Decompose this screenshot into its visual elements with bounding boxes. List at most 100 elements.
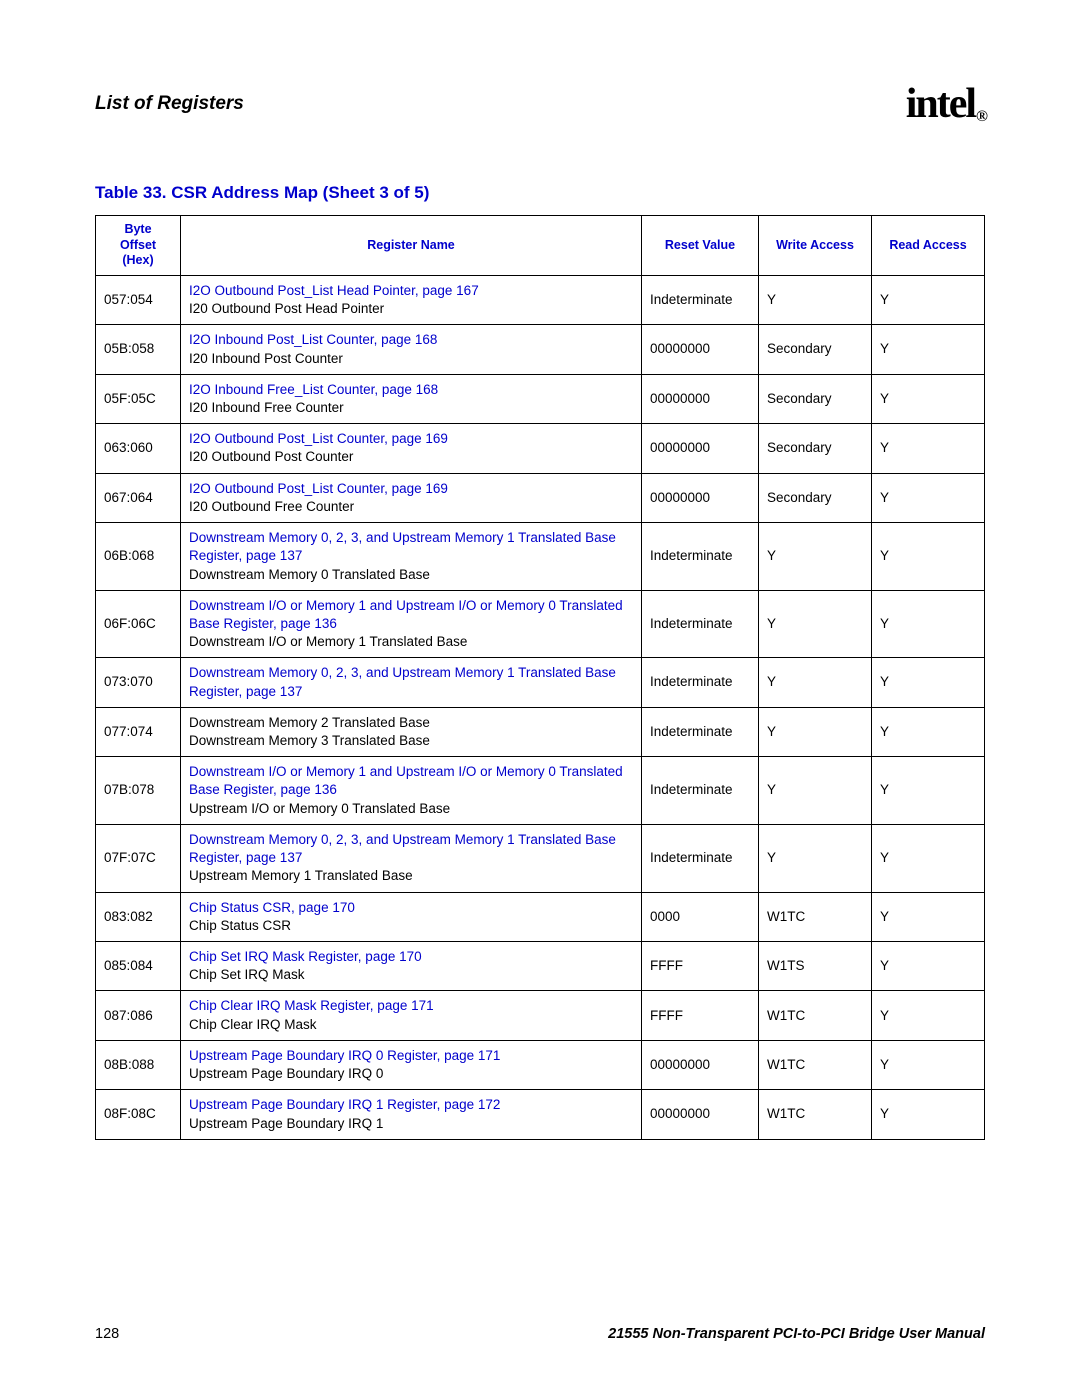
register-link[interactable]: Downstream Memory 0, 2, 3, and Upstream … [189, 530, 616, 563]
cell-offset: 08F:08C [96, 1090, 181, 1139]
cell-write-access: W1TC [759, 1090, 872, 1139]
cell-write-access: Secondary [759, 374, 872, 423]
cell-register-name: I2O Outbound Post_List Counter, page 169… [181, 424, 642, 473]
cell-read-access: Y [872, 275, 985, 324]
cell-offset: 08B:088 [96, 1040, 181, 1089]
register-link[interactable]: Downstream Memory 0, 2, 3, and Upstream … [189, 665, 616, 698]
cell-offset: 07B:078 [96, 757, 181, 825]
cell-register-name: Upstream Page Boundary IRQ 1 Register, p… [181, 1090, 642, 1139]
register-link[interactable]: Chip Set IRQ Mask Register, page 170 [189, 949, 422, 964]
table-row: 057:054I2O Outbound Post_List Head Point… [96, 275, 985, 324]
table-row: 08B:088 Upstream Page Boundary IRQ 0 Regi… [96, 1040, 985, 1089]
cell-write-access: Y [759, 707, 872, 756]
cell-read-access: Y [872, 374, 985, 423]
cell-register-name: Chip Status CSR, page 170 Chip Status CSR [181, 892, 642, 941]
cell-offset: 087:086 [96, 991, 181, 1040]
register-subtitle: I20 Outbound Post Head Pointer [189, 301, 384, 316]
register-subtitle: Downstream I/O or Memory 1 Translated Ba… [189, 634, 467, 649]
register-subtitle: I20 Outbound Free Counter [189, 499, 354, 514]
cell-reset-value: 00000000 [642, 1090, 759, 1139]
cell-read-access: Y [872, 824, 985, 892]
register-link[interactable]: Upstream Page Boundary IRQ 1 Register, p… [189, 1097, 500, 1112]
register-subtitle: Downstream Memory 2 Translated Base [189, 715, 430, 730]
csr-address-map-table: ByteOffset(Hex) Register Name Reset Valu… [95, 215, 985, 1140]
register-link[interactable]: Downstream I/O or Memory 1 and Upstream … [189, 764, 623, 797]
register-link[interactable]: I2O Outbound Post_List Counter, page 169 [189, 431, 448, 446]
cell-read-access: Y [872, 757, 985, 825]
table-row: 063:060I2O Outbound Post_List Counter, p… [96, 424, 985, 473]
register-subtitle: Chip Clear IRQ Mask [189, 1017, 317, 1032]
register-subtitle: I20 Outbound Post Counter [189, 449, 353, 464]
register-subtitle: I20 Inbound Post Counter [189, 351, 343, 366]
cell-reset-value: Indeterminate [642, 275, 759, 324]
cell-register-name: I2O Inbound Post_List Counter, page 168 I… [181, 325, 642, 374]
table-row: 067:064I2O Outbound Post_List Counter, p… [96, 473, 985, 522]
cell-offset: 067:064 [96, 473, 181, 522]
cell-write-access: Y [759, 757, 872, 825]
cell-register-name: Downstream Memory 0, 2, 3, and Upstream … [181, 824, 642, 892]
table-row: 06B:068Downstream Memory 0, 2, 3, and Up… [96, 523, 985, 591]
document-page: List of Registers intel® Table 33. CSR A… [0, 0, 1080, 1397]
cell-read-access: Y [872, 991, 985, 1040]
register-link[interactable]: I2O Outbound Post_List Head Pointer, pag… [189, 283, 479, 298]
cell-reset-value: Indeterminate [642, 590, 759, 658]
cell-offset: 06F:06C [96, 590, 181, 658]
cell-read-access: Y [872, 523, 985, 591]
col-write-access: Write Access [759, 216, 872, 276]
cell-offset: 05F:05C [96, 374, 181, 423]
register-subtitle: Chip Status CSR [189, 918, 291, 933]
cell-reset-value: 0000 [642, 892, 759, 941]
register-subtitle: Chip Set IRQ Mask [189, 967, 305, 982]
cell-offset: 073:070 [96, 658, 181, 707]
register-link[interactable]: Upstream Page Boundary IRQ 0 Register, p… [189, 1048, 500, 1063]
cell-read-access: Y [872, 707, 985, 756]
cell-read-access: Y [872, 325, 985, 374]
cell-register-name: Downstream I/O or Memory 1 and Upstream … [181, 757, 642, 825]
cell-write-access: Secondary [759, 473, 872, 522]
cell-offset: 063:060 [96, 424, 181, 473]
table-row: 05F:05CI2O Inbound Free_List Counter, pa… [96, 374, 985, 423]
cell-register-name: Downstream Memory 0, 2, 3, and Upstream … [181, 658, 642, 707]
col-read-access: Read Access [872, 216, 985, 276]
register-link[interactable]: I2O Inbound Post_List Counter, page 168 [189, 332, 437, 347]
cell-read-access: Y [872, 892, 985, 941]
cell-reset-value: 00000000 [642, 325, 759, 374]
cell-register-name: I2O Outbound Post_List Counter, page 169… [181, 473, 642, 522]
col-byte-offset: ByteOffset(Hex) [96, 216, 181, 276]
cell-reset-value: FFFF [642, 991, 759, 1040]
cell-reset-value: FFFF [642, 942, 759, 991]
cell-offset: 085:084 [96, 942, 181, 991]
cell-offset: 077:074 [96, 707, 181, 756]
cell-register-name: Downstream Memory 0, 2, 3, and Upstream … [181, 523, 642, 591]
table-row: 077:074 Downstream Memory 2 Translated Ba… [96, 707, 985, 756]
section-title: List of Registers [95, 93, 244, 115]
manual-title: 21555 Non-Transparent PCI-to-PCI Bridge … [608, 1326, 985, 1342]
cell-read-access: Y [872, 424, 985, 473]
cell-register-name: I2O Inbound Free_List Counter, page 168 I… [181, 374, 642, 423]
register-link[interactable]: I2O Outbound Post_List Counter, page 169 [189, 481, 448, 496]
table-row: 08F:08C Upstream Page Boundary IRQ 1 Regi… [96, 1090, 985, 1139]
cell-read-access: Y [872, 942, 985, 991]
register-link[interactable]: I2O Inbound Free_List Counter, page 168 [189, 382, 438, 397]
register-subtitle: I20 Inbound Free Counter [189, 400, 344, 415]
register-link[interactable]: Downstream Memory 0, 2, 3, and Upstream … [189, 832, 616, 865]
page-number: 128 [95, 1326, 119, 1342]
cell-register-name: Downstream I/O or Memory 1 and Upstream … [181, 590, 642, 658]
register-subtitle: Upstream I/O or Memory 0 Translated Base [189, 801, 450, 816]
cell-write-access: Y [759, 523, 872, 591]
register-link[interactable]: Downstream I/O or Memory 1 and Upstream … [189, 598, 623, 631]
table-body: 057:054I2O Outbound Post_List Head Point… [96, 275, 985, 1139]
register-subtitle: Upstream Page Boundary IRQ 0 [189, 1066, 383, 1081]
cell-reset-value: Indeterminate [642, 707, 759, 756]
table-row: 05B:058I2O Inbound Post_List Counter, pa… [96, 325, 985, 374]
register-link[interactable]: Chip Status CSR, page 170 [189, 900, 355, 915]
cell-reset-value: Indeterminate [642, 824, 759, 892]
table-row: 083:082Chip Status CSR, page 170Chip Sta… [96, 892, 985, 941]
cell-register-name: Chip Set IRQ Mask Register, page 170 Chip… [181, 942, 642, 991]
cell-reset-value: 00000000 [642, 1040, 759, 1089]
table-row: 07B:078Downstream I/O or Memory 1 and Up… [96, 757, 985, 825]
register-link[interactable]: Chip Clear IRQ Mask Register, page 171 [189, 998, 434, 1013]
register-subtitle: Upstream Page Boundary IRQ 1 [189, 1116, 383, 1131]
cell-reset-value: Indeterminate [642, 523, 759, 591]
cell-write-access: Y [759, 590, 872, 658]
